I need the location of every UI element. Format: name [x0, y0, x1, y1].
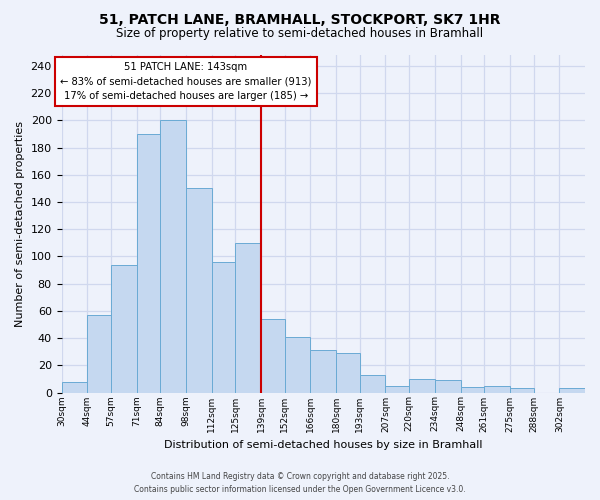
Text: 51, PATCH LANE, BRAMHALL, STOCKPORT, SK7 1HR: 51, PATCH LANE, BRAMHALL, STOCKPORT, SK7… [99, 12, 501, 26]
Bar [461, 387, 484, 392]
Bar [336, 353, 360, 393]
X-axis label: Distribution of semi-detached houses by size in Bramhall: Distribution of semi-detached houses by … [164, 440, 482, 450]
Bar [235, 243, 261, 392]
Bar [559, 388, 585, 392]
Bar [111, 264, 137, 392]
Bar [285, 336, 310, 392]
Bar [137, 134, 160, 392]
Bar [87, 315, 111, 392]
Bar [62, 382, 87, 392]
Bar [261, 319, 285, 392]
Bar [409, 379, 435, 392]
Bar [186, 188, 212, 392]
Bar [510, 388, 534, 392]
Bar [385, 386, 409, 392]
Bar [360, 375, 385, 392]
Text: Size of property relative to semi-detached houses in Bramhall: Size of property relative to semi-detach… [116, 28, 484, 40]
Text: Contains HM Land Registry data © Crown copyright and database right 2025.
Contai: Contains HM Land Registry data © Crown c… [134, 472, 466, 494]
Bar [160, 120, 186, 392]
Text: 51 PATCH LANE: 143sqm
← 83% of semi-detached houses are smaller (913)
17% of sem: 51 PATCH LANE: 143sqm ← 83% of semi-deta… [61, 62, 311, 102]
Bar [212, 262, 235, 392]
Bar [484, 386, 510, 392]
Y-axis label: Number of semi-detached properties: Number of semi-detached properties [15, 121, 25, 327]
Bar [310, 350, 336, 393]
Bar [435, 380, 461, 392]
